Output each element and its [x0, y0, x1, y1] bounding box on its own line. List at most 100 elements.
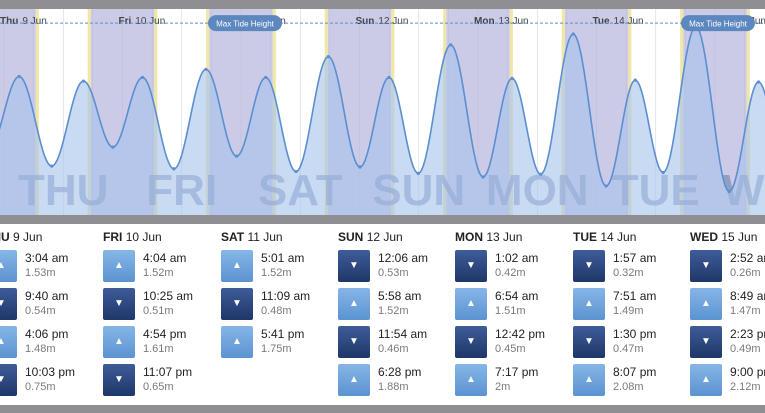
tide-height: 0.42m — [495, 267, 526, 279]
low-tide-arrow-icon: ▼ — [103, 364, 135, 396]
low-tide-entry: ▼ 12:42 pm 0.45m — [455, 326, 575, 360]
high-tide-entry: ▲ 5:41 pm 1.75m — [221, 326, 341, 360]
tide-time: 2:23 pm — [730, 327, 765, 341]
tide-height: 0.53m — [378, 267, 409, 279]
low-tide-arrow-icon: ▼ — [690, 250, 722, 282]
tide-height: 1.52m — [378, 305, 409, 317]
high-tide-entry: ▲ 7:51 am 1.49m — [573, 288, 693, 322]
tide-height: 1.53m — [25, 267, 56, 279]
high-tide-arrow-icon: ▲ — [103, 250, 135, 282]
column-date: 13 Jun — [486, 230, 523, 244]
column-date: 9 Jun — [13, 230, 43, 244]
day-header-weekday: Tue — [593, 16, 610, 27]
tide-time: 4:54 pm — [143, 327, 187, 341]
tide-extreme-point — [111, 145, 115, 149]
max-tide-pill — [208, 15, 282, 32]
tide-height: 1.51m — [495, 305, 526, 317]
tide-extreme-point — [235, 154, 239, 158]
tide-height: 0.51m — [143, 305, 174, 317]
low-tide-arrow-icon: ▼ — [0, 288, 17, 320]
tide-height: 1.48m — [25, 343, 56, 355]
tide-time: 1:02 am — [495, 251, 539, 265]
tide-height: 0.46m — [378, 343, 409, 355]
tide-times-table: THU 9 Jun ▲ 3:04 am 1.53m ▼ 9:40 am 0.54m ▲ 4:06… — [0, 224, 765, 405]
tide-extreme-point — [449, 43, 453, 47]
max-tide-badge: Max Tide Height — [208, 15, 282, 32]
tide-height: 0.54m — [25, 305, 56, 317]
day-column-header: THU 9 Jun — [0, 230, 42, 244]
tide-time: 8:49 am — [730, 289, 765, 303]
day-column-header: TUE 14 Jun — [573, 230, 636, 244]
high-tide-arrow-icon: ▲ — [690, 288, 722, 320]
tide-extreme-point — [571, 32, 575, 36]
tide-height: 0.32m — [613, 267, 644, 279]
high-tide-entry: ▲ 9:00 pm 2.12m — [690, 364, 765, 398]
day-header-date: 14 Jun — [614, 16, 644, 27]
tide-extreme-point — [140, 75, 145, 80]
day-header-date: 13 Jun — [499, 16, 529, 27]
tide-time: 2:52 am — [730, 251, 765, 265]
low-tide-entry: ▼ 10:25 am 0.51m — [103, 288, 223, 322]
tide-time: 3:04 am — [25, 251, 69, 265]
low-tide-entry: ▼ 11:54 am 0.46m — [338, 326, 458, 360]
day-header: Sun 12 Jun — [356, 16, 409, 27]
high-tide-entry: ▲ 5:01 am 1.52m — [221, 250, 341, 284]
high-tide-entry: ▲ 6:28 pm 1.88m — [338, 364, 458, 398]
column-date: 11 Jun — [247, 230, 283, 244]
tide-time: 9:40 am — [25, 289, 69, 303]
day-header-date: 9 Jun — [22, 16, 46, 27]
day-header-date: 12 Jun — [378, 16, 408, 27]
tide-time: 9:00 pm — [730, 365, 765, 379]
tide-height: 0.49m — [730, 343, 761, 355]
high-tide-entry: ▲ 7:17 pm 2m — [455, 364, 575, 398]
day-header-weekday: Sun — [356, 16, 375, 27]
day-column-header: SUN 12 Jun — [338, 230, 403, 244]
max-tide-label: Max Tide Height — [216, 20, 275, 29]
tide-time: 12:06 am — [378, 251, 429, 265]
max-tide-label: Max Tide Height — [689, 20, 748, 29]
max-tide-badge: Max Tide Height — [681, 15, 755, 32]
tide-height: 1.61m — [143, 343, 174, 355]
day-column-header: MON 13 Jun — [455, 230, 522, 244]
tide-time: 8:07 pm — [613, 365, 657, 379]
column-date: 10 Jun — [125, 230, 162, 244]
tide-height: 0.75m — [25, 381, 56, 393]
tide-height: 0.26m — [730, 267, 761, 279]
tide-height: 1.52m — [261, 267, 292, 279]
tide-time: 5:01 am — [261, 251, 305, 265]
tide-time: 11:54 am — [378, 327, 428, 341]
day-header: Fri 10 Jun — [119, 16, 166, 27]
chart-separator — [0, 215, 765, 224]
high-tide-arrow-icon: ▲ — [690, 364, 722, 396]
high-tide-arrow-icon: ▲ — [338, 364, 370, 396]
day-header-weekday: Fri — [119, 16, 132, 27]
max-tide-pill — [681, 15, 755, 32]
low-tide-arrow-icon: ▼ — [573, 250, 605, 282]
frame-bottom — [0, 405, 765, 413]
high-tide-entry: ▲ 4:06 pm 1.48m — [0, 326, 105, 360]
tide-extreme-point — [510, 76, 514, 80]
high-tide-arrow-icon: ▲ — [573, 288, 605, 320]
high-tide-entry: ▲ 8:07 pm 2.08m — [573, 364, 693, 398]
day-column-header: WED 15 Jun — [690, 230, 757, 244]
tide-time: 1:57 am — [613, 251, 657, 265]
low-tide-entry: ▼ 11:09 am 0.48m — [221, 288, 341, 322]
tide-area — [0, 26, 765, 215]
low-tide-entry: ▼ 2:23 pm 0.49m — [690, 326, 765, 360]
day-column-header: SAT 11 Jun — [221, 230, 283, 244]
low-tide-arrow-icon: ▼ — [690, 326, 722, 358]
tide-extreme-point — [264, 75, 268, 80]
high-tide-entry: ▲ 4:04 am 1.52m — [103, 250, 223, 284]
tide-time: 5:41 pm — [261, 327, 305, 341]
column-weekday: WED — [690, 230, 718, 244]
low-tide-arrow-icon: ▼ — [338, 250, 370, 282]
tide-extreme-point — [633, 78, 637, 82]
day-header-weekday: Thu — [0, 16, 18, 27]
tide-extreme-point — [81, 79, 86, 83]
low-tide-arrow-icon: ▼ — [103, 288, 135, 320]
day-header: Thu 9 Jun — [0, 16, 47, 27]
low-tide-entry: ▼ 9:40 am 0.54m — [0, 288, 105, 322]
low-tide-entry: ▼ 11:07 pm 0.65m — [103, 364, 223, 398]
tide-time: 12:42 pm — [495, 327, 546, 341]
